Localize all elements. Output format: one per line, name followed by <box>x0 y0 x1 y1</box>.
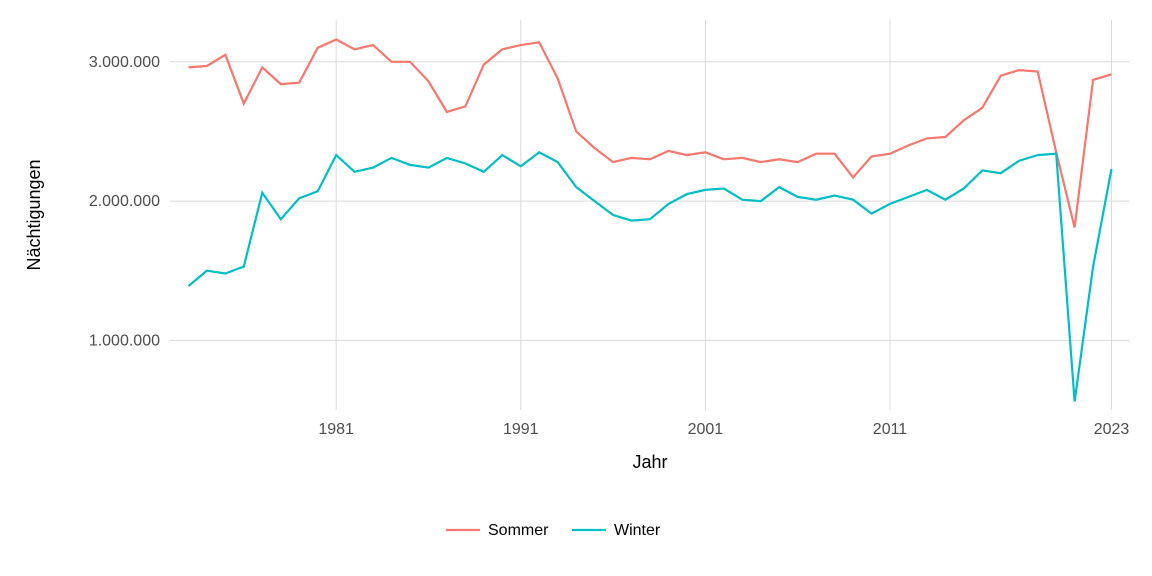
y-axis-label: Nächtigungen <box>24 159 44 270</box>
x-axis-label: Jahr <box>632 452 667 472</box>
line-chart: 1981 1991 2001 2011 2023 1.000.000 2.000.000 3.… <box>0 0 1152 576</box>
x-tick-label: 1981 <box>318 421 354 438</box>
x-tick-label: 1991 <box>503 421 539 438</box>
panel-bg <box>170 20 1130 410</box>
y-tick-label: 2.000.000 <box>89 193 160 210</box>
legend-label: Winter <box>614 522 661 539</box>
y-tick-label: 1.000.000 <box>89 332 160 349</box>
y-tick-label: 3.000.000 <box>89 54 160 71</box>
chart-container: 1981 1991 2001 2011 2023 1.000.000 2.000.000 3.… <box>0 0 1152 576</box>
x-tick-label: 2001 <box>688 421 724 438</box>
x-tick-label: 2011 <box>873 421 908 438</box>
legend-label: Sommer <box>488 522 549 539</box>
x-tick-label: 2023 <box>1094 421 1130 438</box>
